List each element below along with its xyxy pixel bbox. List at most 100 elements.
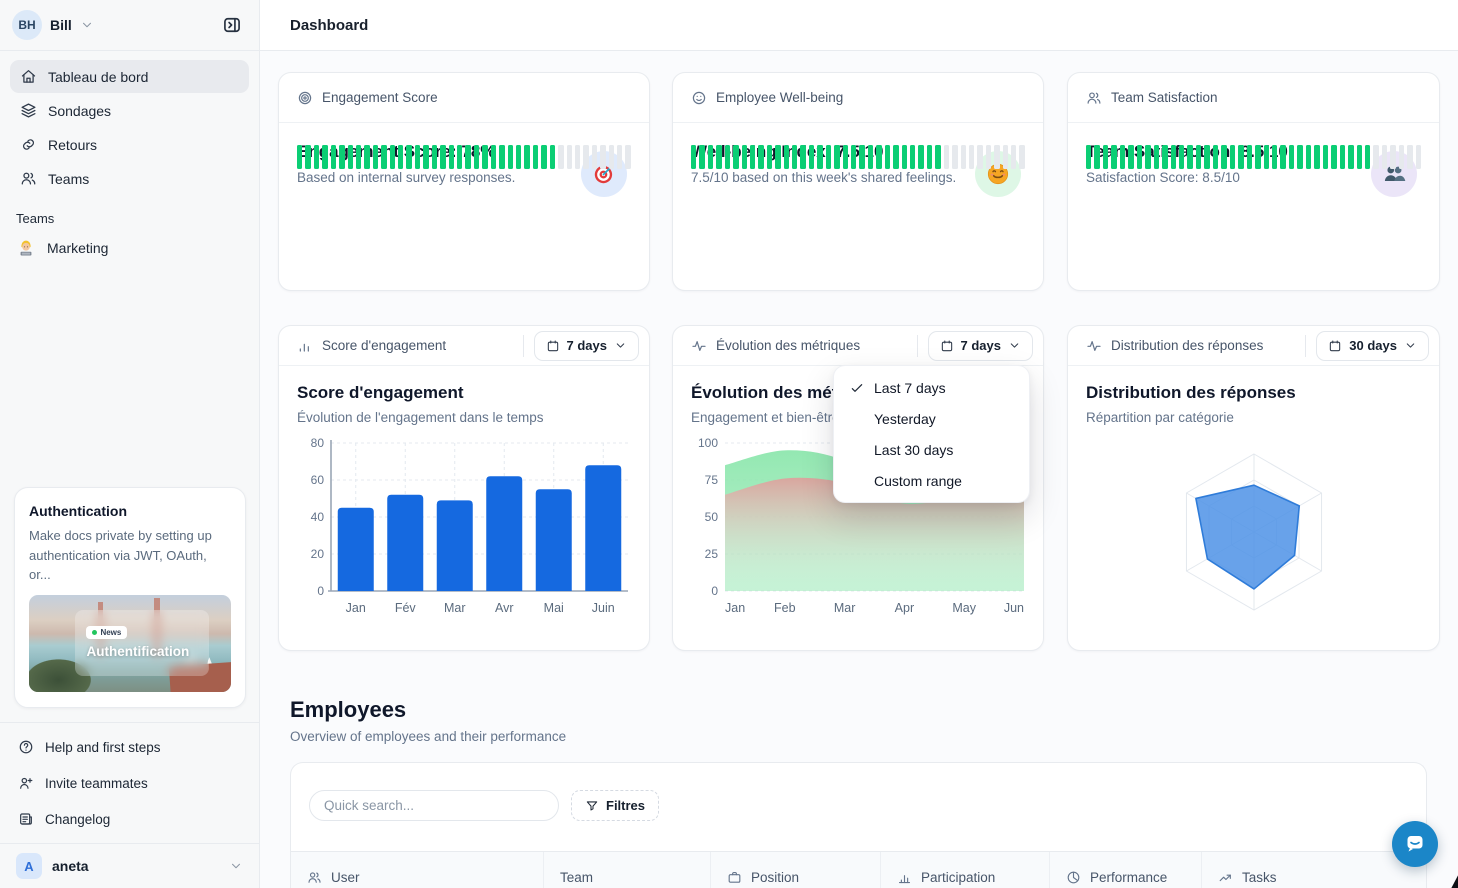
users-icon	[308, 872, 321, 883]
card-header-label: Évolution des métriques	[716, 338, 861, 353]
employees-title: Employees	[290, 697, 407, 722]
table-toolbar: Filtres	[291, 763, 1426, 830]
stat-subtitle: 7.5/10 based on this week's shared feeli…	[691, 170, 957, 185]
date-range-label: 30 days	[1349, 338, 1397, 353]
trending-up-icon	[1219, 874, 1231, 882]
user-name: Bill	[50, 17, 72, 33]
sidebar-item-feedback[interactable]: Retours	[10, 128, 249, 161]
svg-text:May: May	[952, 601, 976, 615]
table-header-row: User Team Position Participation Perform…	[291, 851, 1426, 888]
invite-teammates-link[interactable]: Invite teammates	[10, 765, 249, 801]
column-header-tasks[interactable]: Tasks	[1202, 852, 1426, 888]
chart-title: Score d'engagement	[297, 383, 464, 402]
column-header-team[interactable]: Team	[544, 852, 711, 888]
bar-chart: 0 20 40 60 80 Jan Fév Mar Avr Mai Juin	[311, 436, 628, 615]
chart-title: Distribution des réponses	[1086, 383, 1296, 402]
funnel-icon	[586, 800, 598, 810]
svg-text:Apr: Apr	[895, 601, 914, 615]
card-header-label: Distribution des réponses	[1111, 338, 1264, 353]
sidebar-item-teams[interactable]: Teams	[10, 162, 249, 195]
users-icon	[21, 172, 36, 185]
progress-bar	[691, 145, 1025, 169]
svg-text:Feb: Feb	[774, 601, 796, 615]
sidebar-item-surveys[interactable]: Sondages	[10, 94, 249, 127]
chart-subtitle: Répartition par catégorie	[1086, 410, 1234, 425]
workspace-row[interactable]: A aneta	[0, 843, 259, 888]
svg-text:Avr: Avr	[495, 601, 514, 615]
menu-item-custom-range[interactable]: Custom range	[874, 472, 962, 489]
promo-image[interactable]: News Authentification	[29, 594, 231, 692]
help-link[interactable]: Help and first steps	[10, 729, 249, 765]
sidebar-nav: Tableau de bord Sondages Retours Teams	[0, 51, 259, 195]
svg-text:75: 75	[705, 473, 719, 487]
activity-icon	[692, 340, 706, 351]
menu-item-last-30-days[interactable]: Last 30 days	[874, 441, 954, 458]
collapse-sidebar-button[interactable]	[217, 10, 247, 40]
workspace-name: aneta	[52, 858, 89, 874]
chevron-down-icon	[1010, 343, 1019, 348]
column-header-participation[interactable]: Participation	[881, 852, 1050, 888]
chevron-down-icon	[231, 863, 241, 869]
sidebar: BH Bill Tableau de bord Sondages Retours	[0, 0, 260, 888]
chevron-down-icon	[1406, 343, 1415, 348]
column-header-position[interactable]: Position	[711, 852, 881, 888]
footer-link-label: Help and first steps	[45, 739, 161, 755]
svg-text:100: 100	[698, 436, 718, 450]
svg-text:Fév: Fév	[395, 601, 417, 615]
filters-button[interactable]: Filtres	[571, 790, 660, 821]
column-header-user[interactable]: User	[291, 852, 544, 888]
page-title: Dashboard	[290, 16, 369, 34]
footer-link-label: Changelog	[45, 811, 111, 827]
chat-bubble-icon	[1407, 836, 1423, 852]
stat-title: Team Satisfaction: 8.5/10	[1086, 142, 1288, 161]
area-chart: 0 25 50 75 100 Jan Feb Mar Apr May Jun	[698, 436, 1024, 615]
promo-image-title: Authentification	[86, 644, 190, 660]
chart-subtitle: Engagement et bien-être	[691, 410, 840, 425]
sidebar-item-label: Sondages	[48, 102, 112, 119]
sidebar-item-label: Retours	[48, 136, 98, 153]
home-icon	[21, 70, 36, 83]
menu-item-yesterday[interactable]: Yesterday	[874, 410, 936, 427]
user-menu[interactable]: BH Bill	[12, 10, 94, 40]
pie-chart-icon	[1067, 871, 1080, 884]
card-header-label: Score d'engagement	[322, 338, 447, 353]
svg-text:60: 60	[311, 473, 325, 487]
chevron-down-icon	[616, 343, 625, 348]
progress-bar	[1086, 145, 1422, 169]
promo-card-authentication[interactable]: Authentication Make docs private by sett…	[14, 487, 246, 708]
topbar: Dashboard	[260, 0, 1458, 51]
svg-text:Mar: Mar	[834, 601, 856, 615]
progress-bar	[297, 145, 631, 169]
date-range-button[interactable]: 30 days	[1316, 330, 1429, 361]
sidebar-item-dashboard[interactable]: Tableau de bord	[10, 60, 249, 93]
date-range-button[interactable]: 7 days	[927, 330, 1033, 361]
chevron-down-icon	[82, 22, 91, 28]
stat-card-satisfaction: Team Satisfaction Team Satisfaction: 8.5…	[1067, 72, 1440, 291]
news-badge: News	[86, 626, 128, 640]
date-range-button[interactable]: 7 days	[533, 330, 639, 361]
stat-subtitle: Satisfaction Score: 8.5/10	[1086, 170, 1240, 185]
stat-card-engagement: Engagement Score Engagement Score: 78% B…	[278, 72, 650, 291]
changelog-icon	[20, 813, 32, 825]
svg-text:Mar: Mar	[444, 601, 466, 615]
bar-chart-icon	[299, 343, 309, 352]
sidebar-team-marketing[interactable]: Marketing	[0, 230, 259, 266]
search-input[interactable]	[309, 790, 559, 821]
chat-widget-button[interactable]	[1392, 821, 1438, 867]
employees-subtitle: Overview of employees and their performa…	[290, 729, 567, 744]
link-icon	[23, 139, 34, 150]
svg-text:20: 20	[311, 547, 325, 561]
column-header-performance[interactable]: Performance	[1050, 852, 1202, 888]
svg-text:Jan: Jan	[346, 601, 366, 615]
user-plus-icon	[20, 777, 33, 789]
date-range-menu: Last 7 days Yesterday Last 30 days Custo…	[833, 365, 1030, 503]
menu-item-last-7-days[interactable]: Last 7 days	[840, 372, 1023, 403]
changelog-link[interactable]: Changelog	[10, 801, 249, 837]
calendar-icon	[1330, 340, 1341, 351]
svg-text:40: 40	[311, 510, 325, 524]
date-range-label: 7 days	[566, 338, 607, 353]
svg-text:Jan: Jan	[725, 601, 745, 615]
calendar-icon	[547, 340, 558, 351]
chart-card-response-distribution: Distribution des réponses 30 days Distri…	[1067, 325, 1440, 651]
svg-text:Mai: Mai	[544, 601, 564, 615]
